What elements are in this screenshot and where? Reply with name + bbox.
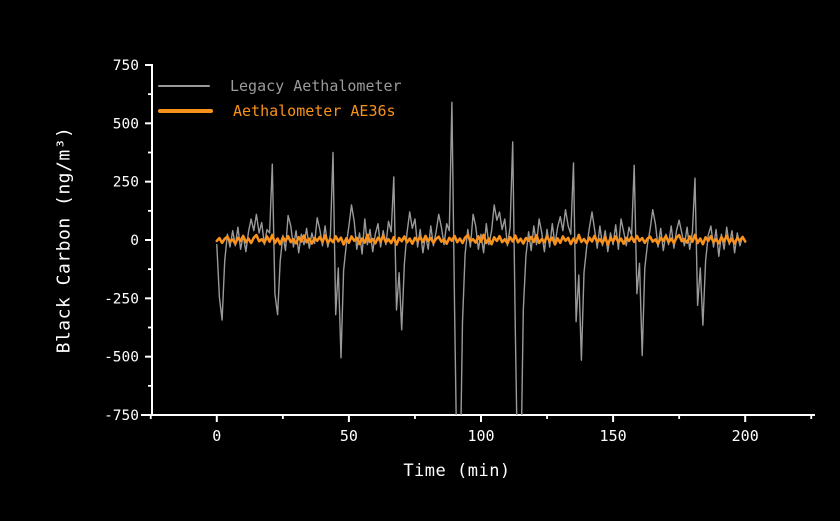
- legend-row-ae36s: Aethalometer AE36s: [158, 99, 402, 122]
- series-line-ae36s: [215, 233, 747, 246]
- y-tick-label: 0: [130, 233, 139, 249]
- legend-line-sample-ae36s: [158, 108, 213, 113]
- y-tick-label: 500: [113, 116, 139, 132]
- x-tick-label: 50: [340, 427, 358, 445]
- series-group: [215, 101, 747, 415]
- y-tick-label: 250: [113, 175, 139, 191]
- y-tick-label: 750: [113, 58, 139, 74]
- x-tick-label: 150: [600, 427, 627, 445]
- y-tick-label: -500: [104, 350, 139, 366]
- legend-line-sample-legacy: [158, 84, 210, 87]
- x-axis: 0 50 100 150 200: [149, 415, 813, 445]
- legend-label-legacy: Legacy Aethalometer: [230, 76, 402, 95]
- y-axis: 750 500 250 0 -250 -500 -750: [104, 58, 152, 424]
- legend-row-legacy: Legacy Aethalometer: [158, 74, 402, 97]
- x-tick-label: 100: [467, 427, 494, 445]
- y-tick-label: -750: [104, 408, 139, 424]
- legend: Legacy Aethalometer Aethalometer AE36s: [158, 74, 402, 122]
- legend-label-ae36s: Aethalometer AE36s: [233, 101, 396, 120]
- y-tick-label: -250: [104, 291, 139, 307]
- x-tick-label: 200: [732, 427, 759, 445]
- y-axis-title: Black Carbon (ng/m³): [53, 126, 75, 354]
- x-tick-label: 0: [212, 427, 221, 445]
- x-axis-title: Time (min): [403, 461, 511, 481]
